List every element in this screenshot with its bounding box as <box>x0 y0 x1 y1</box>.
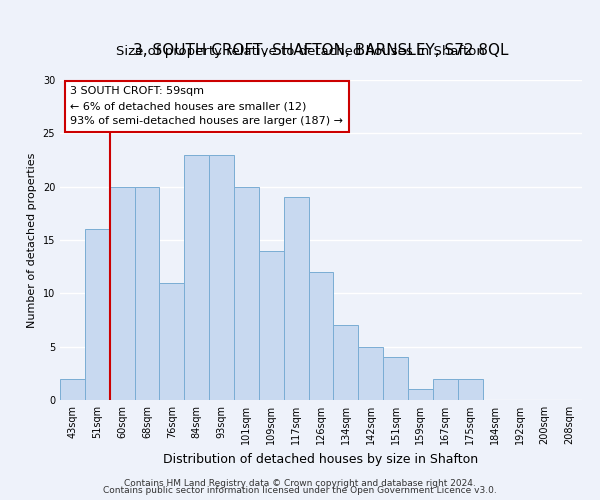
Bar <box>184 154 209 400</box>
Bar <box>60 378 85 400</box>
Bar <box>383 358 408 400</box>
Y-axis label: Number of detached properties: Number of detached properties <box>27 152 37 328</box>
Bar <box>358 346 383 400</box>
Bar <box>85 230 110 400</box>
Title: 3, SOUTH CROFT, SHAFTON, BARNSLEY, S72 8QL: 3, SOUTH CROFT, SHAFTON, BARNSLEY, S72 8… <box>133 43 509 58</box>
Bar <box>110 186 134 400</box>
Bar <box>334 326 358 400</box>
Bar <box>408 390 433 400</box>
Bar <box>433 378 458 400</box>
Bar <box>308 272 334 400</box>
Bar <box>284 198 308 400</box>
Bar <box>134 186 160 400</box>
X-axis label: Distribution of detached houses by size in Shafton: Distribution of detached houses by size … <box>163 452 479 466</box>
Bar <box>160 282 184 400</box>
Text: 3 SOUTH CROFT: 59sqm
← 6% of detached houses are smaller (12)
93% of semi-detach: 3 SOUTH CROFT: 59sqm ← 6% of detached ho… <box>70 86 343 126</box>
Bar <box>234 186 259 400</box>
Bar <box>259 250 284 400</box>
Bar <box>458 378 482 400</box>
Bar <box>209 154 234 400</box>
Text: Size of property relative to detached houses in Shafton: Size of property relative to detached ho… <box>116 44 484 58</box>
Text: Contains public sector information licensed under the Open Government Licence v3: Contains public sector information licen… <box>103 486 497 495</box>
Text: Contains HM Land Registry data © Crown copyright and database right 2024.: Contains HM Land Registry data © Crown c… <box>124 478 476 488</box>
